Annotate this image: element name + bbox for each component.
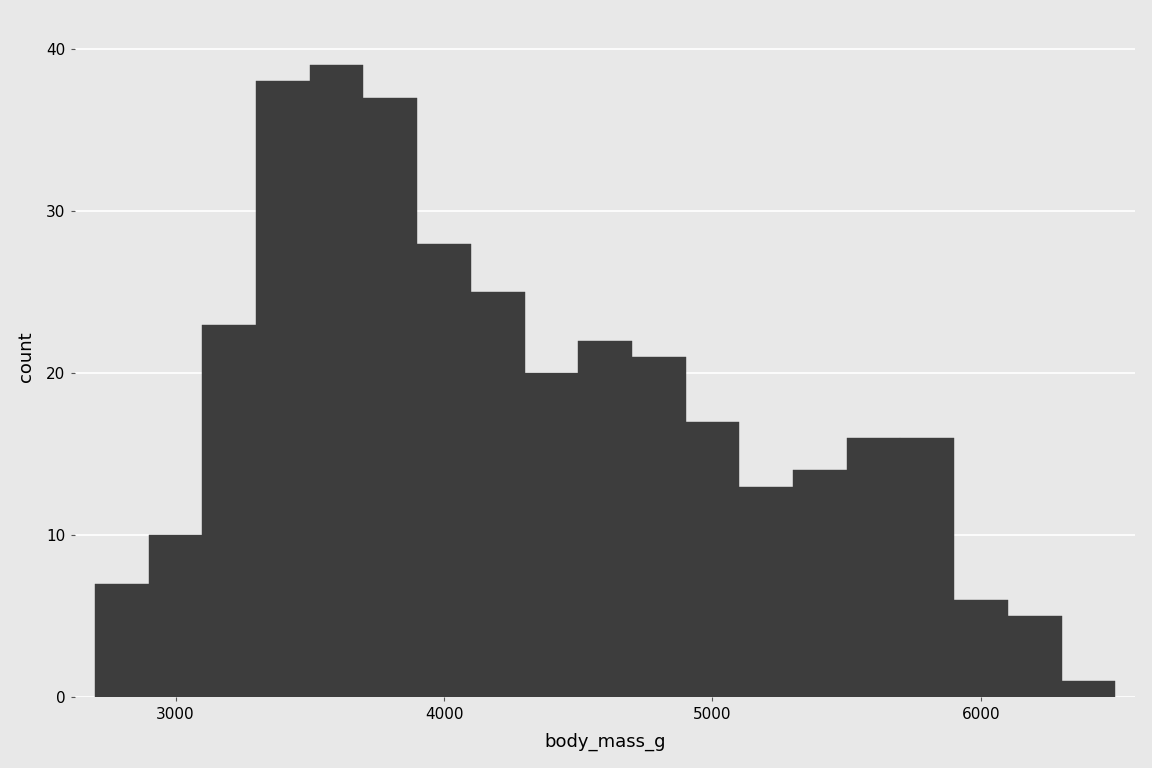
Bar (417, 243, 471, 697)
Bar (203, 325, 256, 697)
Bar (310, 65, 364, 697)
Bar (578, 341, 632, 697)
Bar (1008, 616, 1061, 697)
Bar (256, 81, 310, 697)
Bar (471, 292, 524, 697)
Bar (954, 600, 1008, 697)
Bar (364, 98, 417, 697)
Bar (94, 584, 149, 697)
Bar (524, 373, 578, 697)
Bar (847, 438, 901, 697)
Bar (901, 438, 954, 697)
X-axis label: body_mass_g: body_mass_g (545, 733, 666, 751)
Bar (149, 535, 203, 697)
Bar (740, 487, 793, 697)
Bar (1061, 681, 1115, 697)
Bar (793, 470, 847, 697)
Bar (632, 357, 685, 697)
Bar (685, 422, 740, 697)
Y-axis label: count: count (16, 332, 35, 382)
